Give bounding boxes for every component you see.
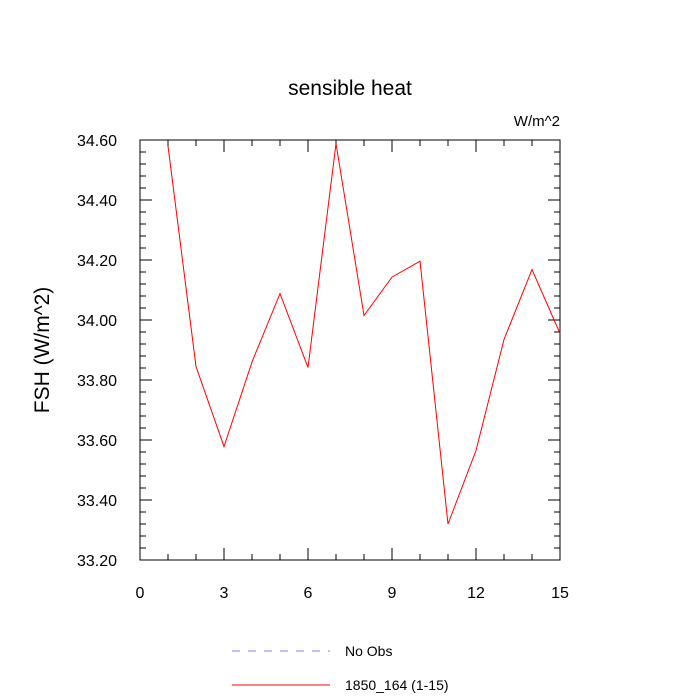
x-tick-label: 12: [467, 585, 485, 602]
y-tick-label: 34.40: [77, 193, 117, 210]
y-tick-label: 33.60: [77, 433, 117, 450]
legend: No Obs 1850_164 (1-15): [232, 643, 449, 693]
y-tick-label: 34.60: [77, 133, 117, 150]
y-tick-label: 34.20: [77, 253, 117, 270]
x-tick-label: 9: [388, 585, 397, 602]
y-tick-label: 33.80: [77, 373, 117, 390]
series-layer: [167, 143, 561, 525]
y-tick-label: 34.00: [77, 313, 117, 330]
plot-frame: [139, 139, 561, 561]
x-tick-label: 3: [220, 585, 229, 602]
y-axis-label: FSH (W/m^2): [31, 287, 54, 414]
legend-label-no-obs: No Obs: [345, 643, 392, 659]
series-line-1850-164: [167, 143, 561, 525]
y-tick-label: 33.20: [77, 553, 117, 570]
chart-title: sensible heat: [288, 77, 412, 100]
x-ticks: 0 3 6 9 12 15: [136, 140, 569, 602]
legend-label-series: 1850_164 (1-15): [345, 677, 449, 693]
y-tick-label: 33.40: [77, 493, 117, 510]
units-label: W/m^2: [514, 113, 560, 130]
x-tick-label: 15: [551, 585, 569, 602]
y-ticks: 33.20 33.40 33.60 33.80 34.00 34.20 34.40 34.60: [77, 133, 560, 570]
x-tick-label: 0: [136, 585, 145, 602]
x-tick-label: 6: [304, 585, 313, 602]
